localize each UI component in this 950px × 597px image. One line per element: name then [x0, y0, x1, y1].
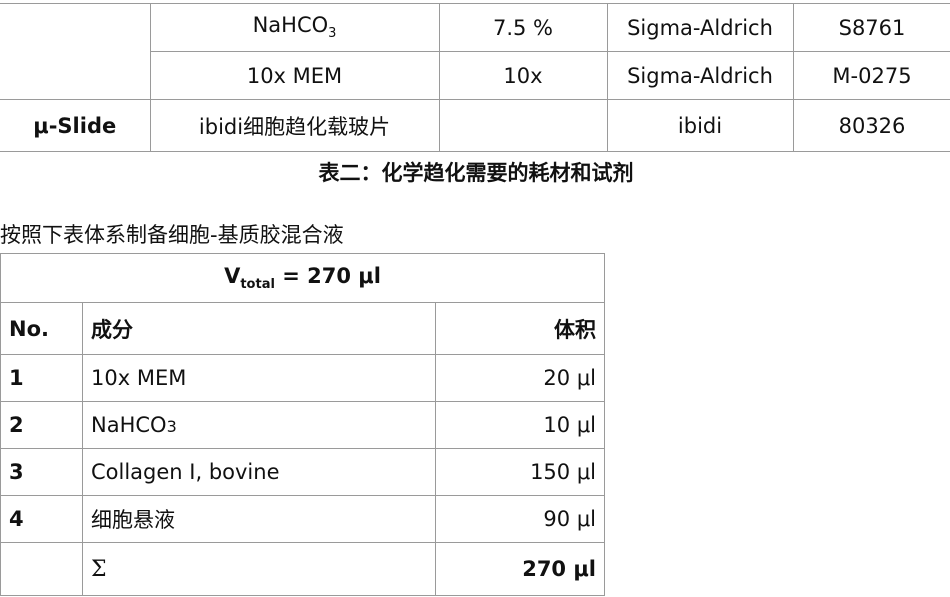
table-row: 1 10x MEM 20 μl — [0, 354, 606, 402]
catalog-cell: S8761 — [792, 3, 950, 52]
supplier-cell: ibidi — [606, 99, 794, 152]
table-row: 4 细胞悬液 90 μl — [0, 495, 606, 543]
no-cell: 1 — [0, 354, 83, 402]
supplier-cell: Sigma-Aldrich — [606, 3, 794, 52]
sum-symbol: Σ — [82, 542, 436, 596]
concentration-cell: 10x — [438, 51, 608, 100]
table-caption: 表二：化学趋化需要的耗材和试剂 — [318, 161, 634, 185]
table-row: 3 Collagen I, bovine 150 μl — [0, 448, 606, 496]
catalog-cell: M-0275 — [792, 51, 950, 100]
component-cell: 10x MEM — [82, 354, 436, 402]
no-cell: 3 — [0, 448, 83, 496]
table-row: 10x MEM 10x Sigma-Aldrich M-0275 — [0, 51, 950, 100]
header-no: No. — [0, 302, 83, 355]
name-cell: 10x MEM — [149, 51, 440, 100]
no-cell — [0, 542, 83, 596]
table-row: μ-Slide ibidi细胞趋化载玻片 ibidi 80326 — [0, 99, 950, 152]
total-volume-header: Vtotal = 270 μl — [0, 253, 606, 303]
sum-row: Σ 270 μl — [0, 542, 606, 596]
catalog-cell: 80326 — [792, 99, 950, 152]
volume-cell: 90 μl — [434, 495, 606, 543]
header-row: No. 成分 体积 — [0, 302, 606, 355]
instruction-text: 按照下表体系制备细胞-基质胶混合液 — [0, 223, 344, 247]
item-cell: μ-Slide — [0, 99, 151, 152]
sum-volume: 270 μl — [434, 542, 606, 596]
mix-table: Vtotal = 270 μl No. 成分 体积 1 10x MEM 20 μ… — [0, 253, 606, 596]
header-volume: 体积 — [434, 302, 606, 355]
component-cell: Collagen I, bovine — [82, 448, 436, 496]
component-cell: 细胞悬液 — [82, 495, 436, 543]
volume-cell: 10 μl — [434, 401, 606, 449]
reagent-table: NaHCO3 7.5 % Sigma-Aldrich S8761 10x MEM… — [0, 3, 950, 152]
concentration-cell — [438, 99, 608, 152]
no-cell: 4 — [0, 495, 83, 543]
total-row: Vtotal = 270 μl — [0, 253, 606, 303]
table-row: NaHCO3 7.5 % Sigma-Aldrich S8761 — [0, 3, 950, 100]
header-component: 成分 — [82, 302, 436, 355]
table-row: 2 NaHCO3 10 μl — [0, 401, 606, 449]
supplier-cell: Sigma-Aldrich — [606, 51, 794, 100]
component-cell: NaHCO3 — [82, 401, 436, 449]
name-cell: ibidi细胞趋化载玻片 — [149, 99, 440, 152]
volume-cell: 20 μl — [434, 354, 606, 402]
name-cell: NaHCO3 — [149, 3, 440, 52]
concentration-cell: 7.5 % — [438, 3, 608, 52]
no-cell: 2 — [0, 401, 83, 449]
volume-cell: 150 μl — [434, 448, 606, 496]
item-cell — [0, 3, 151, 100]
